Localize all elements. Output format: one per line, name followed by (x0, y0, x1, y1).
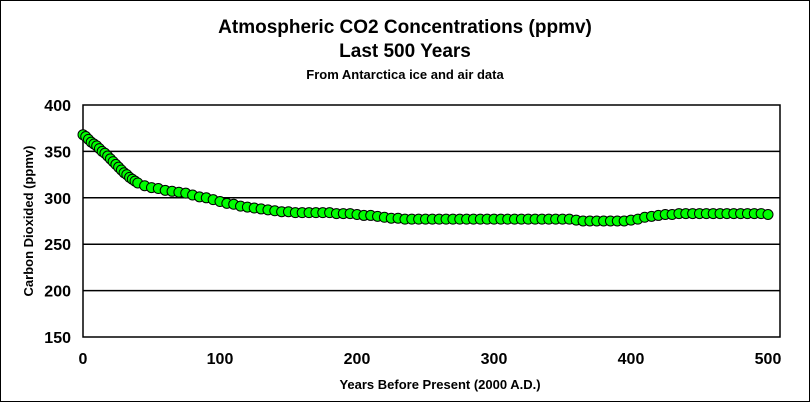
chart-subtitle-source: From Antarctica ice and air data (306, 67, 504, 82)
chart-title: Atmospheric CO2 Concentrations (ppmv) (218, 17, 592, 38)
x-tick-label: 400 (618, 351, 645, 368)
x-tick-label: 0 (79, 351, 88, 368)
y-tick-label: 300 (44, 191, 71, 208)
plot-area (82, 104, 781, 338)
data-point (762, 209, 774, 221)
x-tick-label: 200 (344, 351, 371, 368)
x-tick-label: 300 (481, 351, 508, 368)
chart-subtitle: Last 500 Years (339, 41, 471, 62)
y-tick-label: 400 (44, 98, 71, 115)
x-tick-label: 500 (755, 351, 782, 368)
x-axis-label: Years Before Present (2000 A.D.) (339, 377, 540, 392)
y-tick-label: 200 (44, 284, 71, 301)
y-axis-label: Carbon Dioxided (ppmv) (21, 146, 36, 297)
x-tick-label: 100 (207, 351, 234, 368)
y-tick-label: 250 (44, 237, 71, 254)
y-tick-label: 350 (44, 144, 71, 161)
y-tick-label: 150 (44, 330, 71, 347)
